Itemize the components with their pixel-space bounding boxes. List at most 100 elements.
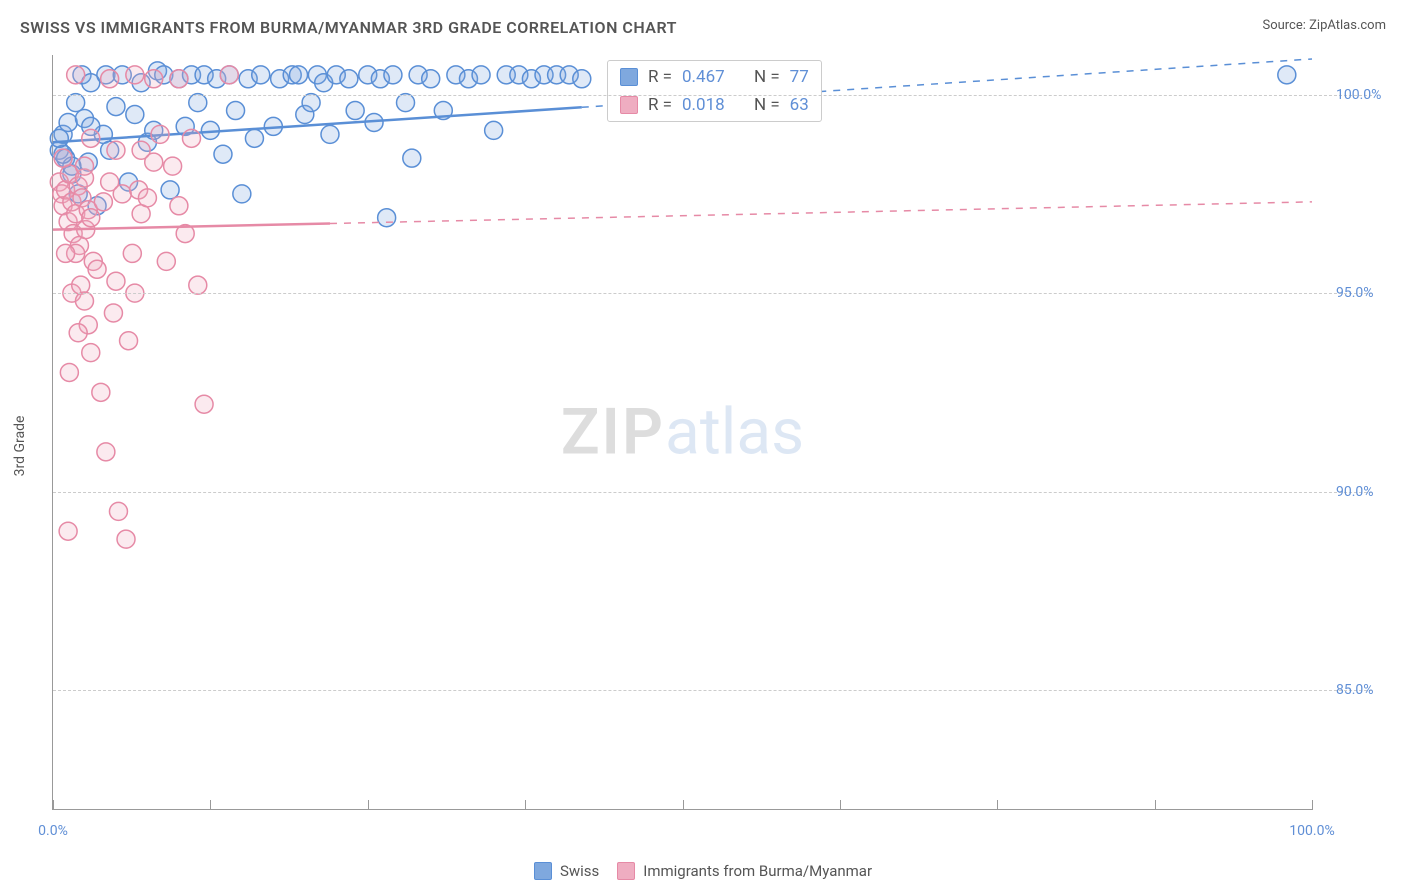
data-point	[69, 324, 87, 342]
x-tick-label: 100.0%	[1289, 823, 1334, 839]
data-point	[57, 244, 75, 262]
legend: Swiss Immigrants from Burma/Myanmar	[0, 862, 1406, 880]
stat-value-n: 63	[790, 95, 809, 115]
data-point	[107, 272, 125, 290]
x-tick	[683, 800, 684, 810]
stat-value-r: 0.467	[682, 67, 738, 87]
data-point	[126, 66, 144, 84]
y-tick-label: 85.0%	[1336, 682, 1374, 698]
data-point	[72, 276, 90, 294]
x-tick	[210, 800, 211, 810]
x-tick-label: 0.0%	[38, 823, 68, 839]
data-point	[60, 363, 78, 381]
data-point	[161, 181, 179, 199]
data-point	[145, 70, 163, 88]
data-point	[107, 141, 125, 159]
data-point	[252, 66, 270, 84]
data-point	[67, 66, 85, 84]
stats-legend-box: R = 0.467 N = 77 R = 0.018 N = 63	[607, 60, 822, 122]
x-tick	[53, 800, 54, 810]
data-point	[573, 70, 591, 88]
data-point	[50, 129, 68, 147]
data-point	[472, 66, 490, 84]
x-tick	[1155, 800, 1156, 810]
plot-area: ZIPatlas R =0.467N =77R =0.018N =63 85.0…	[52, 55, 1312, 810]
y-tick-label: 90.0%	[1336, 484, 1374, 500]
data-point	[340, 70, 358, 88]
data-point	[82, 209, 100, 227]
stat-label-r: R =	[648, 67, 672, 87]
data-point	[245, 129, 263, 147]
gridline	[53, 293, 1372, 294]
y-tick-label: 95.0%	[1336, 285, 1374, 301]
chart-container: 3rd Grade ZIPatlas R =0.467N =77R =0.018…	[42, 55, 1386, 837]
data-point	[384, 66, 402, 84]
legend-item[interactable]: Immigrants from Burma/Myanmar	[617, 862, 872, 880]
stat-label-n: N =	[754, 67, 780, 87]
x-tick	[840, 800, 841, 810]
legend-label: Swiss	[560, 862, 599, 880]
data-point	[59, 113, 77, 131]
x-tick	[997, 800, 998, 810]
data-point	[195, 395, 213, 413]
data-point	[75, 157, 93, 175]
data-point	[302, 94, 320, 112]
data-point	[164, 157, 182, 175]
data-point	[123, 244, 141, 262]
data-point	[126, 106, 144, 124]
data-point	[346, 102, 364, 120]
data-point	[227, 102, 245, 120]
data-point	[321, 125, 339, 143]
data-point	[75, 292, 93, 310]
x-tick	[368, 800, 369, 810]
legend-label: Immigrants from Burma/Myanmar	[643, 862, 872, 880]
legend-swatch	[534, 862, 552, 880]
data-point	[214, 145, 232, 163]
data-point	[54, 149, 72, 167]
data-point	[132, 141, 150, 159]
series-swatch	[620, 68, 638, 86]
x-tick	[1312, 800, 1313, 810]
data-point	[92, 383, 110, 401]
stat-label-n: N =	[754, 95, 780, 115]
data-point	[397, 94, 415, 112]
data-point	[94, 193, 112, 211]
data-point	[157, 252, 175, 270]
stat-value-n: 77	[790, 67, 809, 87]
data-point	[97, 443, 115, 461]
data-point	[378, 209, 396, 227]
stat-label-r: R =	[648, 95, 672, 115]
data-point	[138, 189, 156, 207]
gridline	[53, 492, 1372, 493]
gridline	[53, 690, 1372, 691]
data-point	[290, 66, 308, 84]
y-axis-label: 3rd Grade	[12, 416, 28, 477]
chart-header: SWISS VS IMMIGRANTS FROM BURMA/MYANMAR 3…	[0, 0, 1406, 45]
data-point	[59, 522, 77, 540]
data-point	[113, 185, 131, 203]
data-point	[182, 129, 200, 147]
data-point	[104, 304, 122, 322]
data-point	[233, 185, 251, 203]
data-point	[170, 197, 188, 215]
data-point	[403, 149, 421, 167]
data-point	[120, 332, 138, 350]
chart-source: Source: ZipAtlas.com	[1262, 18, 1386, 33]
data-point	[1278, 66, 1296, 84]
series-swatch	[620, 96, 638, 114]
data-point	[189, 276, 207, 294]
data-point	[82, 344, 100, 362]
x-tick	[525, 800, 526, 810]
data-point	[485, 121, 503, 139]
data-point	[88, 260, 106, 278]
stat-value-r: 0.018	[682, 95, 738, 115]
gridline	[53, 95, 1372, 96]
trend-line-dashed	[330, 202, 1312, 224]
data-point	[220, 66, 238, 84]
data-point	[67, 94, 85, 112]
stats-row: R = 0.467 N = 77	[608, 63, 821, 91]
legend-swatch	[617, 862, 635, 880]
plot-svg	[53, 55, 1312, 809]
data-point	[151, 125, 169, 143]
legend-item[interactable]: Swiss	[534, 862, 599, 880]
